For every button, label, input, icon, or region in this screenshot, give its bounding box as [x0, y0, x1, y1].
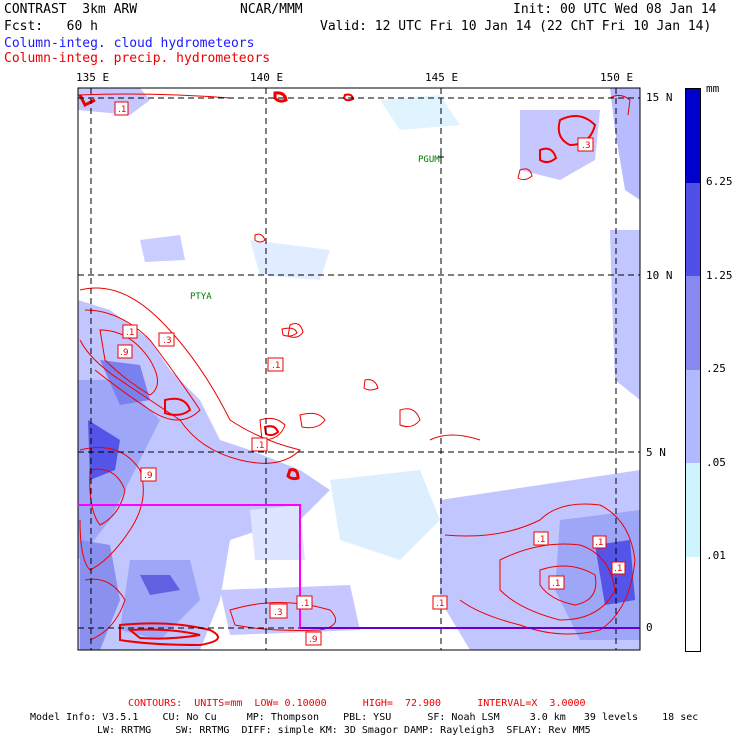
station-label-ptya: PTYA [190, 292, 212, 302]
lon-label: 150 E [600, 71, 634, 84]
station-label-pgum: PGUM [418, 155, 440, 165]
field-cloud-label: Column-integ. cloud hydrometeors [4, 36, 255, 51]
lon-label: 145 E [425, 71, 459, 84]
contour-label: .1 [533, 531, 549, 546]
colorbar-segment [686, 89, 700, 183]
map-frame [77, 87, 641, 651]
model-title: CONTRAST 3km ARW [4, 2, 138, 17]
colorbar-level: .05 [706, 456, 726, 469]
lon-label: 140 E [250, 71, 284, 84]
contour-label: .9 [140, 467, 157, 482]
contour-label-text: .1 [552, 579, 561, 589]
colorbar [685, 88, 701, 652]
lat-label: 5 N [646, 446, 666, 459]
model-info-line2: LW: RRTMG SW: RRTMG DIFF: simple KM: 3D … [97, 725, 591, 736]
valid-time: Valid: 12 UTC Fri 10 Jan 14 (22 ChT Fri … [320, 19, 712, 34]
colorbar-level: 6.25 [706, 175, 733, 188]
contour-info: CONTOURS: UNITS=mm LOW= 0.10000 HIGH= 72… [128, 698, 586, 709]
colorbar-level: 1.25 [706, 269, 733, 282]
contour-label-text: .9 [144, 471, 153, 481]
org-label: NCAR/MMM [240, 2, 303, 17]
contour-label: .3 [269, 603, 288, 619]
contour-label-text: .1 [118, 105, 127, 115]
contour-label-text: .1 [256, 441, 265, 451]
contour-label-text: .3 [163, 336, 172, 346]
contour-label-text: .1 [595, 538, 604, 548]
contour-label: .1 [548, 575, 565, 590]
lat-label: 10 N [646, 269, 673, 282]
field-precip-label: Column-integ. precip. hydrometeors [4, 51, 271, 66]
forecast-hour: Fcst: 60 h [4, 19, 98, 34]
contour-label: .1 [432, 595, 448, 610]
cloud-shading-layer [78, 88, 640, 650]
contour-label-text: .1 [614, 564, 623, 574]
contour-label-text: .1 [301, 599, 310, 609]
model-info-line1: Model Info: V3.5.1 CU: No Cu MP: Thompso… [30, 712, 699, 723]
contour-label: .1 [592, 535, 607, 549]
contour-label: .1 [251, 437, 268, 452]
contour-label: .3 [577, 137, 594, 152]
contour-label-text: .1 [436, 599, 445, 609]
contour-label-text: .3 [274, 608, 283, 618]
contour-label-text: .9 [309, 635, 318, 645]
contour-label-text: .1 [272, 361, 281, 371]
colorbar-unit: mm [706, 82, 720, 95]
contour-label: .9 [117, 344, 133, 359]
lat-label: 0 [646, 621, 653, 634]
colorbar-level: .01 [706, 549, 726, 562]
contour-label: .1 [296, 595, 313, 610]
contour-label: .3 [158, 332, 175, 347]
precip-contours-layer [78, 91, 636, 647]
colorbar-segment [686, 183, 700, 276]
colorbar-segment [686, 463, 700, 557]
contour-label-text: .1 [126, 328, 135, 338]
contour-label: .9 [305, 631, 322, 646]
colorbar-segment [686, 276, 700, 370]
contour-label-text: .9 [120, 348, 129, 358]
contour-label: .1 [267, 357, 284, 372]
init-time: Init: 00 UTC Wed 08 Jan 14 [513, 2, 717, 17]
colorbar-segment [686, 557, 700, 651]
contour-label-text: .1 [537, 535, 546, 545]
contour-label: .1 [114, 101, 129, 116]
lat-label: 15 N [646, 91, 673, 104]
colorbar-level: .25 [706, 362, 726, 375]
contour-label-group: .1 .3 .1 .3 .9 .1 .1 .9 .1 .1 .3 .9 .1 .… [114, 101, 626, 646]
contour-label: .1 [122, 324, 138, 339]
lon-label: 135 E [76, 71, 110, 84]
lat-lon-grid [78, 88, 640, 650]
contour-label-text: .3 [582, 141, 591, 151]
colorbar-segment [686, 370, 700, 463]
contour-label: .1 [611, 561, 626, 575]
